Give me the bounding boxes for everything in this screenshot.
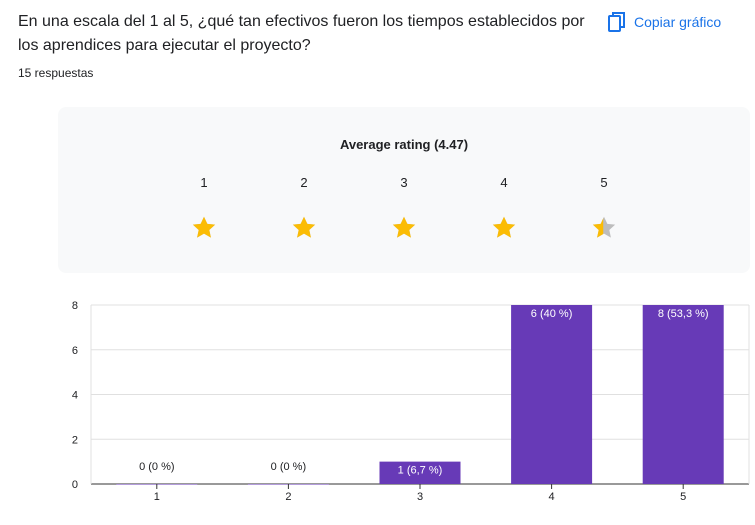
- star-number-label: 4: [500, 175, 508, 190]
- star-icon: [492, 216, 516, 238]
- bar: [642, 305, 724, 484]
- bar: [379, 461, 461, 484]
- copy-chart-label: Copiar gráfico: [634, 14, 722, 30]
- y-tick-label: 0: [72, 479, 78, 491]
- y-tick-label: 8: [72, 300, 78, 312]
- y-tick-label: 4: [72, 390, 78, 402]
- star-icon: [292, 216, 316, 238]
- question-title: En una escala del 1 al 5, ¿qué tan efect…: [18, 13, 585, 54]
- y-tick-label: 6: [72, 345, 78, 357]
- x-tick-label: 4: [549, 491, 555, 503]
- x-tick-label: 1: [154, 491, 160, 503]
- rating-panel: Average rating (4.47) 1 2 3 4 5: [58, 107, 750, 273]
- average-rating-title: Average rating (4.47): [339, 137, 469, 152]
- star-5: 5: [584, 175, 624, 241]
- data-label: 0 (0 %): [271, 461, 306, 473]
- copy-chart-button[interactable]: Copiar gráfico: [604, 8, 725, 36]
- star-icon: [592, 216, 616, 238]
- y-tick-label: 2: [72, 434, 78, 446]
- star-number-label: 3: [400, 175, 408, 190]
- x-tick-label: 5: [680, 491, 686, 503]
- star-icon: [392, 216, 416, 238]
- response-count: 15 respuestas: [18, 66, 94, 80]
- star-number-label: 1: [200, 175, 208, 190]
- copy-icon: [608, 12, 626, 32]
- star-icon: [192, 216, 216, 238]
- star-1: 1: [184, 175, 224, 241]
- data-label: 0 (0 %): [139, 461, 174, 473]
- star-number-label: 5: [600, 175, 608, 190]
- star-2: 2: [284, 175, 324, 241]
- x-tick-label: 3: [417, 491, 423, 503]
- data-label: 1 (6,7 %): [398, 465, 443, 477]
- bar: [511, 305, 593, 484]
- x-tick-label: 2: [285, 491, 291, 503]
- data-label: 8 (53,3 %): [658, 308, 709, 320]
- star-4: 4: [484, 175, 524, 241]
- star-3: 3: [384, 175, 424, 241]
- data-label: 6 (40 %): [531, 308, 573, 320]
- star-number-label: 2: [300, 175, 308, 190]
